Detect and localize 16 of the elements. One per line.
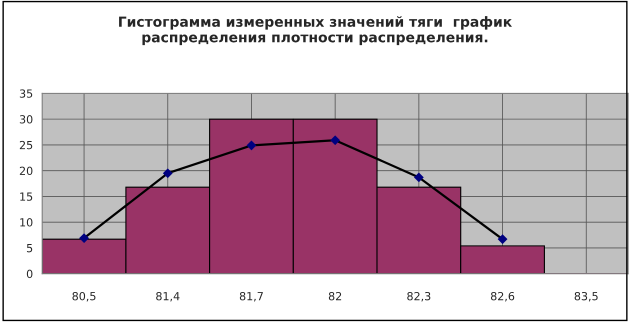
chart-title: Гистограмма измеренных значений тяги график распределения плотности распределения. xyxy=(119,16,512,46)
y-tick-label: 5 xyxy=(26,244,32,252)
x-tick-label: 81,7 xyxy=(240,292,263,302)
y-tick-label: 25 xyxy=(20,140,32,150)
y-tick-label: 30 xyxy=(20,115,32,124)
y-tick-label: 0 xyxy=(26,270,32,278)
y-tick-label: 10 xyxy=(20,218,32,227)
y-tick-label: 15 xyxy=(20,192,32,201)
x-tick-label: 80,5 xyxy=(72,292,96,302)
x-tick-label: 82 xyxy=(328,292,342,300)
x-tick-label: 82,6 xyxy=(490,292,514,302)
y-tick-label: 20 xyxy=(20,166,32,176)
x-tick-label: 81,4 xyxy=(156,292,180,302)
x-tick-label: 83,5 xyxy=(574,292,598,302)
x-tick-label: 82,3 xyxy=(407,292,430,302)
y-tick-label: 35 xyxy=(20,89,32,98)
